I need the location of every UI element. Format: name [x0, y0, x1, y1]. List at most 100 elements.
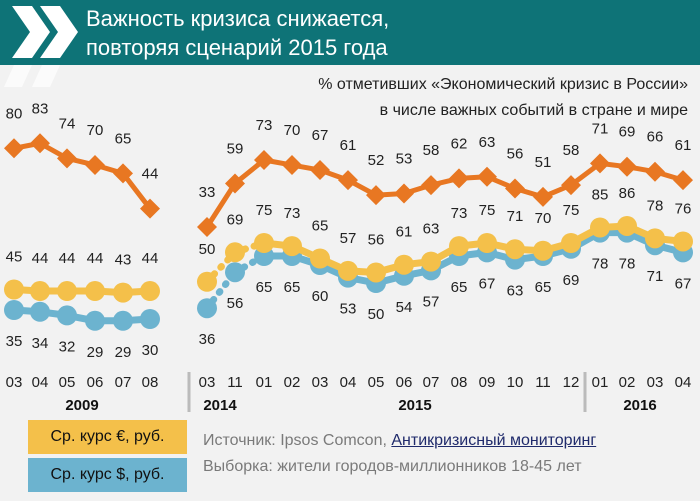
dollar-data-label: 78 — [592, 256, 609, 273]
euro-point-marker — [338, 260, 358, 281]
dollar-data-label: 34 — [32, 335, 49, 352]
title-line-1: Важность кризиса снижается, — [86, 6, 390, 31]
euro-data-label: 69 — [227, 211, 244, 228]
x-tick-label: 04 — [32, 374, 49, 391]
crisis-data-label: 62 — [451, 135, 468, 152]
crisis-point-marker — [197, 217, 217, 237]
crisis-data-label: 61 — [675, 137, 692, 154]
crisis-point-marker — [449, 168, 469, 189]
euro-data-label: 73 — [451, 205, 468, 222]
title-line-2: повторяя сценарий 2015 года — [86, 35, 388, 60]
dollar-data-label: 36 — [199, 331, 216, 348]
crisis-point-marker — [57, 148, 77, 169]
euro-data-label: 75 — [479, 202, 496, 219]
dollar-point-marker — [113, 310, 133, 331]
chevrons-icon — [12, 6, 78, 58]
crisis-point-marker — [533, 186, 553, 207]
crisis-data-label: 69 — [619, 124, 636, 141]
x-tick-label: 11 — [227, 374, 243, 391]
crisis-point-marker — [140, 198, 160, 219]
chart-subtitle: % отметивших «Экономический кризис в Рос… — [318, 72, 688, 124]
euro-point-marker — [590, 217, 610, 238]
crisis-point-marker — [394, 183, 414, 204]
x-tick-label: 08 — [142, 374, 159, 391]
dollar-point-marker — [4, 300, 24, 320]
x-tick-label: 01 — [592, 374, 609, 391]
dollar-data-label: 32 — [59, 338, 76, 355]
euro-data-label: 44 — [32, 250, 49, 267]
crisis-data-label: 61 — [340, 137, 357, 154]
crisis-point-marker — [4, 138, 24, 159]
crisis-data-label: 83 — [32, 100, 49, 117]
subtitle-line-1: % отметивших «Экономический кризис в Рос… — [318, 76, 688, 93]
euro-data-label: 71 — [507, 208, 524, 225]
crisis-point-marker — [254, 150, 274, 170]
dollar-data-label: 53 — [340, 301, 357, 318]
euro-point-marker — [254, 233, 274, 253]
euro-data-label: 75 — [563, 202, 580, 219]
crisis-data-label: 67 — [312, 127, 329, 144]
x-tick-label: 04 — [675, 374, 692, 391]
euro-data-label: 70 — [535, 210, 552, 227]
year-label: 2014 — [203, 397, 237, 414]
x-tick-label: 03 — [6, 374, 23, 391]
dollar-data-label: 54 — [396, 299, 413, 316]
crisis-point-marker — [282, 155, 302, 176]
euro-point-marker — [4, 279, 24, 300]
euro-point-marker — [197, 271, 217, 292]
euro-point-marker — [282, 236, 302, 257]
dollar-data-label: 65 — [284, 279, 301, 296]
x-tick-label: 06 — [396, 374, 413, 391]
legend-dollar: Ср. курс $, руб. — [28, 458, 187, 492]
crisis-data-label: 51 — [535, 154, 552, 171]
dollar-point-marker — [197, 298, 217, 319]
euro-data-label: 85 — [592, 187, 609, 204]
crisis-point-marker — [673, 170, 693, 191]
euro-data-label: 76 — [675, 200, 692, 217]
euro-data-label: 44 — [87, 250, 104, 267]
dollar-data-label: 67 — [479, 275, 496, 292]
crisis-point-marker — [477, 166, 497, 187]
crisis-point-marker — [505, 178, 525, 199]
dollar-data-label: 69 — [563, 272, 580, 289]
x-tick-label: 05 — [368, 374, 385, 391]
euro-point-marker — [477, 233, 497, 253]
euro-data-label: 44 — [142, 250, 159, 267]
crisis-data-label: 66 — [647, 129, 664, 146]
crisis-data-label: 70 — [284, 122, 301, 139]
crisis-point-marker — [225, 173, 245, 194]
crisis-data-label: 63 — [479, 134, 496, 151]
x-tick-label: 06 — [87, 374, 104, 391]
x-tick-label: 11 — [535, 374, 551, 391]
crisis-data-label: 58 — [563, 142, 580, 159]
dollar-data-label: 57 — [423, 293, 440, 310]
x-tick-label: 05 — [59, 374, 76, 391]
subtitle-line-2: в числе важных событий в стране и мире — [379, 102, 688, 119]
crisis-point-marker — [113, 163, 133, 184]
euro-point-marker — [421, 251, 441, 272]
legend-euro: Ср. курс €, руб. — [28, 420, 187, 454]
dollar-point-marker — [225, 262, 245, 283]
dollar-data-label: 29 — [87, 344, 104, 361]
crisis-data-label: 74 — [59, 115, 76, 132]
crisis-point-marker — [421, 175, 441, 196]
crisis-data-label: 73 — [256, 117, 273, 134]
crisis-point-marker — [645, 161, 665, 182]
euro-data-label: 57 — [340, 230, 357, 247]
dollar-data-label: 50 — [368, 306, 385, 323]
crisis-point-marker — [561, 175, 581, 196]
dollar-data-label: 63 — [507, 283, 524, 300]
euro-data-label: 63 — [423, 221, 440, 238]
source-link[interactable]: Антикризисный мониторинг — [391, 432, 597, 449]
euro-data-label: 50 — [199, 241, 216, 258]
euro-point-marker — [645, 228, 665, 249]
x-tick-label: 10 — [507, 374, 524, 391]
series-crisis-segment — [120, 170, 153, 212]
crisis-data-label: 70 — [87, 122, 104, 139]
dollar-data-label: 60 — [312, 288, 329, 305]
dollar-data-label: 67 — [675, 275, 692, 292]
header-banner: Важность кризиса снижается, повторяя сце… — [0, 0, 700, 65]
x-tick-label: 04 — [340, 374, 357, 391]
euro-data-label: 73 — [284, 205, 301, 222]
euro-point-marker — [561, 233, 581, 253]
